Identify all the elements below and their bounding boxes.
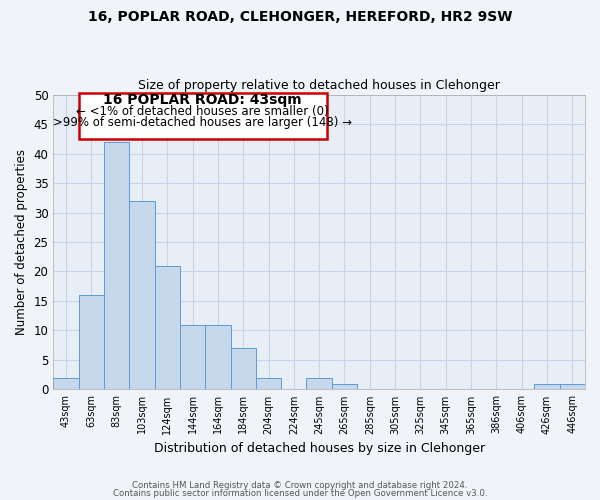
Bar xyxy=(307,378,332,390)
Bar xyxy=(332,384,357,390)
Bar xyxy=(155,266,180,390)
Bar xyxy=(79,295,104,390)
Text: >99% of semi-detached houses are larger (148) →: >99% of semi-detached houses are larger … xyxy=(53,116,352,130)
Bar xyxy=(560,384,585,390)
Title: Size of property relative to detached houses in Clehonger: Size of property relative to detached ho… xyxy=(138,79,500,92)
Bar xyxy=(180,324,205,390)
Text: Contains HM Land Registry data © Crown copyright and database right 2024.: Contains HM Land Registry data © Crown c… xyxy=(132,481,468,490)
Bar xyxy=(205,324,230,390)
X-axis label: Distribution of detached houses by size in Clehonger: Distribution of detached houses by size … xyxy=(154,442,485,455)
Text: 16 POPLAR ROAD: 43sqm: 16 POPLAR ROAD: 43sqm xyxy=(103,94,302,108)
Bar xyxy=(104,142,129,390)
FancyBboxPatch shape xyxy=(79,94,327,139)
Bar xyxy=(129,200,155,390)
Text: Contains public sector information licensed under the Open Government Licence v3: Contains public sector information licen… xyxy=(113,488,487,498)
Bar xyxy=(535,384,560,390)
Y-axis label: Number of detached properties: Number of detached properties xyxy=(15,149,28,335)
Text: ← <1% of detached houses are smaller (0): ← <1% of detached houses are smaller (0) xyxy=(76,104,329,118)
Bar xyxy=(256,378,281,390)
Bar xyxy=(230,348,256,390)
Bar xyxy=(53,378,79,390)
Text: 16, POPLAR ROAD, CLEHONGER, HEREFORD, HR2 9SW: 16, POPLAR ROAD, CLEHONGER, HEREFORD, HR… xyxy=(88,10,512,24)
